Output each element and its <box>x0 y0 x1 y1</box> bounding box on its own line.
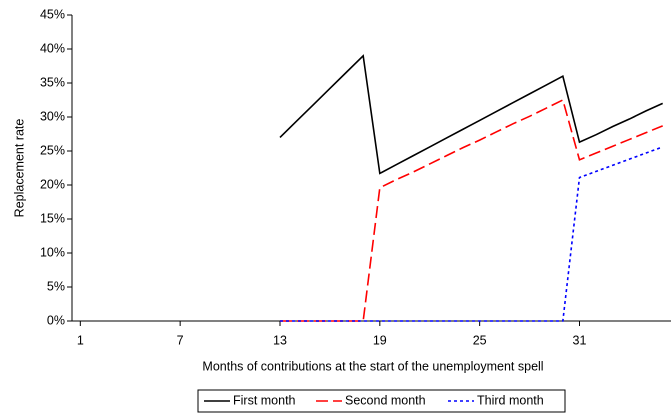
x-axis-title: Months of contributions at the start of … <box>202 359 543 373</box>
y-tick-label: 10% <box>40 245 65 259</box>
series-line <box>279 54 664 175</box>
y-axis-title: Replacement rate <box>12 119 26 218</box>
series-line <box>279 98 663 322</box>
legend-label: First month <box>233 393 296 407</box>
x-tick-label: 25 <box>473 333 487 347</box>
x-tick-label: 7 <box>177 333 184 347</box>
y-tick-label: 20% <box>40 177 65 191</box>
legend-label: Third month <box>477 393 544 407</box>
series-line <box>279 146 663 322</box>
y-tick-label: 25% <box>40 143 65 157</box>
y-tick-label: 35% <box>40 75 65 89</box>
y-tick-label: 30% <box>40 109 65 123</box>
y-tick-label: 15% <box>40 211 65 225</box>
x-tick-label: 13 <box>273 333 287 347</box>
y-tick-label: 0% <box>47 313 65 327</box>
x-tick-label: 19 <box>373 333 387 347</box>
y-tick-label: 40% <box>40 41 65 55</box>
legend-label: Second month <box>345 393 426 407</box>
x-tick-label: 1 <box>77 333 84 347</box>
y-tick-label: 5% <box>47 279 65 293</box>
y-tick-label: 45% <box>40 7 65 21</box>
x-tick-label: 31 <box>573 333 587 347</box>
legend-box <box>197 389 566 413</box>
